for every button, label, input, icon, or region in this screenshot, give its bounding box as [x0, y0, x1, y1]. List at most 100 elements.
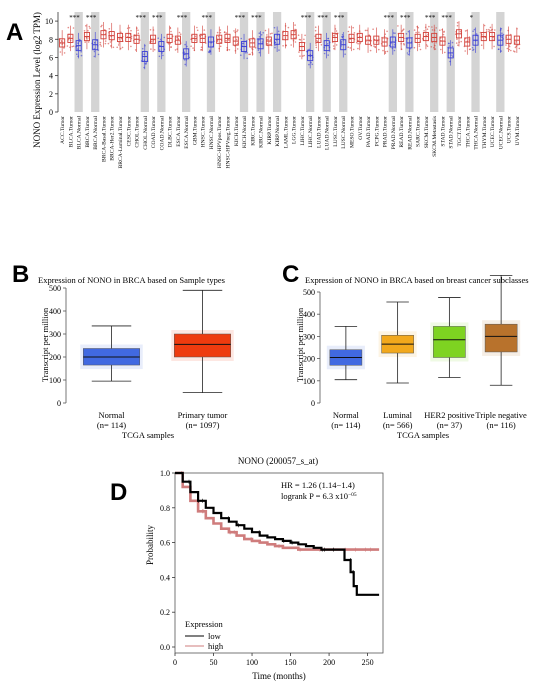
panel-b-y-axis: 0 100 200 300 400 500 [49, 284, 67, 408]
panel-d-y-tick-label: 0.0 [160, 643, 170, 652]
panel-a-data-point [257, 49, 260, 51]
panel-a-data-point [236, 48, 239, 50]
panel-a-data-point [310, 61, 312, 64]
panel-a-data-point [192, 47, 194, 49]
panel-a-data-point [518, 47, 521, 50]
panel-a-data-point [130, 29, 132, 32]
panel-a-data-point [514, 46, 517, 49]
panel-a-data-point [143, 66, 145, 69]
panel-a-x-tick-label: LGG.Tumor [292, 116, 298, 144]
panel-c-group-label: HER2 positive [424, 410, 475, 420]
panel-a-data-point [200, 49, 202, 51]
panel-c-y-tick-label: 0 [311, 399, 315, 408]
panel-a-data-point [240, 37, 243, 40]
panel-a-data-point [366, 29, 368, 32]
panel-a-significance-label: *** [441, 14, 452, 22]
panel-d-y-tick-label: 1.0 [160, 469, 170, 478]
panel-a-data-point [353, 32, 356, 34]
panel-a-data-point [314, 26, 317, 29]
panel-a-data-point [373, 45, 375, 47]
panel-a-data-point [407, 53, 410, 56]
panel-d-axes: 0.0 0.2 0.4 0.6 0.8 1.0 0 50 100 150 200 250 [160, 469, 374, 667]
panel-a-data-point [435, 42, 438, 44]
panel-a-data-point [266, 38, 269, 41]
panel-a-data-point [506, 47, 509, 50]
panel-label-b: B [12, 261, 29, 288]
panel-a-data-point [423, 30, 425, 32]
panel-a-shade-band [74, 12, 83, 112]
panel-a-x-tick-label: PAAD.Tumor [366, 116, 372, 147]
panel-a-data-point [117, 44, 120, 46]
panel-b-y-tick-label: 200 [49, 353, 61, 362]
panel-a-data-point [228, 39, 230, 41]
panel-d-plot-frame [174, 472, 384, 654]
panel-a-data-point [63, 52, 66, 54]
panel-a-data-point [87, 29, 89, 32]
panel-a-data-point [501, 36, 503, 39]
panel-a-data-point [418, 43, 421, 46]
panel-b-group-label: Normal [99, 410, 126, 420]
panel-a-data-point [72, 45, 75, 47]
panel-a-x-tick-label: KIRP.Tumor [267, 116, 273, 145]
panel-a-data-point [314, 29, 317, 32]
panel-a-data-point [266, 42, 269, 45]
panel-c-group-count: (n= 566) [383, 420, 413, 430]
panel-a-data-point [403, 42, 405, 45]
panel-a-y-tick-label: 8 [49, 35, 53, 44]
panel-a-data-point [456, 24, 459, 27]
panel-b-group-count: (n= 1097) [186, 420, 220, 430]
panel-a-data-point [294, 41, 297, 43]
panel-b-box [174, 333, 231, 358]
panel-a-x-tick-label: READ.Tumor [399, 116, 405, 148]
panel-a-data-point [72, 27, 75, 29]
panel-a-data-point [459, 30, 462, 33]
panel-d-y-tick-label: 0.6 [160, 539, 170, 548]
panel-a-significance-label: *** [69, 14, 80, 22]
panel-a-y-tick-label: 4 [49, 72, 53, 81]
panel-a-x-tick-label: COAD.Tumor [151, 116, 157, 148]
panel-a-data-point [326, 43, 329, 45]
panel-c-y-tick-label: 300 [303, 332, 315, 341]
panel-a-y-tick-label: 2 [49, 90, 53, 99]
panel-d-x-tick-label: 100 [246, 658, 258, 667]
panel-d-y-tick-label: 0.8 [160, 504, 170, 513]
panel-a-data-point [489, 26, 492, 29]
panel-b-y-tick-label: 100 [49, 376, 61, 385]
panel-a-data-point [200, 46, 203, 49]
panel-a-x-tick-label: THCA.Normal [474, 116, 480, 150]
panel-a-data-point [158, 55, 161, 58]
panel-a-data-point [134, 49, 137, 51]
panel-a-x-tick-label: LUSC.Normal [341, 116, 347, 149]
panel-a-significance-label: *** [152, 14, 163, 22]
panel-a-data-point [440, 48, 442, 51]
panel-a-data-point [494, 29, 496, 31]
panel-a-significance-label: * [470, 14, 474, 22]
panel-a-shade-band [322, 12, 331, 112]
panel-a-data-point [347, 46, 350, 48]
panel-a-data-point [258, 32, 261, 34]
panel-a-data-point [493, 45, 495, 48]
panel-a-significance-label: *** [317, 14, 328, 22]
panel-a-x-tick-labels: ACC.Tumor BLCA.Tumor BLCA.Normal BRCA.Tumor… [60, 116, 521, 169]
panel-a-data-point [457, 44, 459, 46]
panel-a-data-point [418, 31, 420, 34]
panel-c-y-tick-label: 200 [303, 355, 315, 364]
panel-a-significance-label: *** [235, 14, 246, 22]
panel-a-data-point [260, 34, 263, 36]
panel-a-x-tick-label: BRCA.Tumor [85, 116, 91, 148]
panel-a-x-tick-label: CESC.Tumor [126, 116, 132, 147]
panel-a-x-tick-label: ESCA.Tumor [176, 116, 182, 147]
panel-a-data-point [451, 41, 454, 44]
panel-a-data-point [451, 45, 454, 48]
panel-a-data-point [83, 30, 86, 32]
panel-a-data-point [225, 32, 228, 34]
panel-a-x-tick-label: SARC.Tumor [416, 116, 422, 147]
panel-a-x-tick-label: HNSC-HPVneg.Tumor [226, 116, 232, 169]
panel-a-data-point [349, 47, 352, 49]
panel-a-shade-band [157, 12, 166, 112]
panel-a-data-point [190, 45, 192, 47]
panel-a-x-tick-label: HNSC-HPVpos.Tumor [217, 116, 223, 168]
panel-a-data-point [109, 41, 112, 43]
panel-a-x-tick-label: BRCA-Luminal.Tumor [118, 116, 124, 169]
panel-a-y-tick-label: 0 [49, 108, 53, 117]
